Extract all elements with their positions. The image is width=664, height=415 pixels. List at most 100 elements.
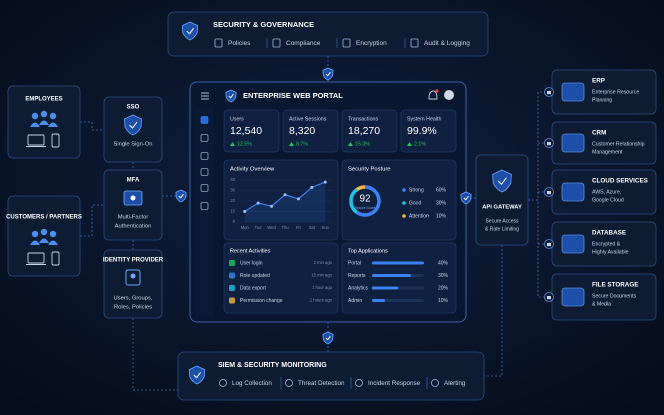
service-desc: Management [592, 149, 623, 155]
person-body [39, 120, 49, 125]
identity-panel [103, 249, 163, 319]
identity-desc: Users, Groups, [114, 296, 153, 302]
stat-change: 15.3% [355, 141, 370, 147]
phone-icon [51, 251, 60, 266]
person-head [49, 112, 57, 120]
panel-title: Recent Activities [230, 248, 271, 254]
person-body [39, 238, 49, 243]
connector [80, 121, 104, 131]
stat-value: 8,320 [289, 125, 315, 137]
x-tick-label: Mon [241, 225, 250, 230]
posture-panel [341, 159, 457, 241]
governance-item-icon [342, 38, 351, 48]
activity-point [256, 201, 260, 205]
stat-value: 99.9% [407, 125, 437, 137]
posture-segment [349, 185, 381, 217]
stat-card [223, 109, 280, 153]
idp-dot [130, 273, 136, 279]
governance-title: SECURITY & GOVERNANCE [213, 20, 314, 29]
connector [80, 204, 104, 237]
governance-item: Policies [228, 40, 251, 47]
gateway-title: API GATEWAY [482, 205, 522, 211]
posture-segment [349, 185, 381, 217]
governance-item: Compliance [286, 40, 321, 47]
check-mark [497, 177, 507, 186]
service-desc: Highly Available [592, 249, 629, 255]
shield-icon [225, 89, 237, 103]
shield-icon [492, 169, 512, 193]
legend-dot [402, 201, 406, 205]
legend-label: Good [409, 200, 421, 206]
notification-bell[interactable] [428, 90, 438, 100]
person-body [48, 240, 58, 245]
shield-icon [188, 365, 206, 385]
check-mark [325, 71, 331, 77]
service-icon [561, 133, 585, 153]
shield-icon [124, 114, 142, 136]
check-mark [325, 335, 331, 341]
legend-dot [402, 188, 406, 192]
legend-label: Attention [409, 213, 429, 219]
sidebar-nav-icon[interactable] [200, 202, 209, 210]
sidebar-nav-icon[interactable] [200, 152, 209, 160]
activity-text: Data export [240, 285, 266, 291]
stat-value: 18,270 [348, 125, 380, 137]
app-name: Admin [348, 298, 362, 304]
y-tick-label: 40 [230, 177, 235, 182]
stat-label: Users [230, 116, 244, 122]
portal-sidebar [195, 108, 214, 316]
activity-time: 15 min ago [311, 273, 332, 278]
legend-value: 10% [436, 213, 447, 219]
app-name: Analytics [348, 285, 369, 291]
app-bar [372, 274, 411, 277]
lock-icon [547, 142, 551, 146]
stat-change: 2.1% [414, 141, 426, 147]
legend-value: 30% [436, 200, 447, 206]
activity-time: 1 hour ago [312, 285, 333, 290]
service-title: ERP [592, 78, 605, 85]
up-arrow [230, 142, 235, 146]
sidebar-nav-icon[interactable] [200, 168, 209, 176]
gateway-desc: Secure Access [485, 218, 519, 224]
service-icon [561, 182, 585, 202]
user-avatar[interactable] [444, 90, 454, 100]
app-value: 30% [438, 273, 449, 279]
identity-desc: Authentication [115, 224, 152, 230]
activity-icon [229, 272, 235, 279]
x-tick-label: Tue [255, 225, 263, 230]
identity-desc: Roles, Policies [114, 305, 152, 311]
app-bar [372, 261, 424, 265]
sidebar-nav-icon[interactable] [200, 116, 209, 124]
activity-point [296, 197, 300, 201]
service-title: DATABASE [592, 230, 626, 237]
service-icon [561, 82, 585, 102]
monitoring-item-icon [431, 379, 439, 387]
panel-title: Security Posture [348, 167, 391, 173]
activity-point [310, 185, 314, 189]
sidebar-nav-icon[interactable] [200, 184, 209, 192]
service-desc: Secure Documents [592, 293, 637, 299]
check-mark [178, 193, 184, 199]
service-desc: & Media [592, 301, 611, 307]
lock-icon [547, 243, 551, 247]
stat-label: Active Sessions [289, 116, 327, 122]
stat-change: 8.7% [296, 141, 308, 147]
person-body [30, 240, 40, 245]
person-head [31, 112, 39, 120]
x-tick-label: Fri [296, 225, 301, 230]
identity-title: SSO [127, 105, 140, 111]
monitoring-panel [177, 351, 485, 401]
activity-icon [229, 297, 235, 304]
service-desc: Encrypted & [592, 241, 621, 247]
secure-score: 92 [359, 194, 371, 205]
legend-value: 60% [436, 187, 447, 193]
activity-text: Permission change [240, 298, 283, 304]
governance-item-icon [410, 38, 419, 48]
service-title: CRM [592, 130, 606, 137]
y-tick-label: 30 [230, 188, 235, 193]
up-arrow [289, 142, 294, 146]
sidebar-nav-icon[interactable] [200, 134, 209, 142]
governance-item: Audit & Logging [424, 40, 470, 47]
x-tick-label: Sun [322, 225, 330, 230]
